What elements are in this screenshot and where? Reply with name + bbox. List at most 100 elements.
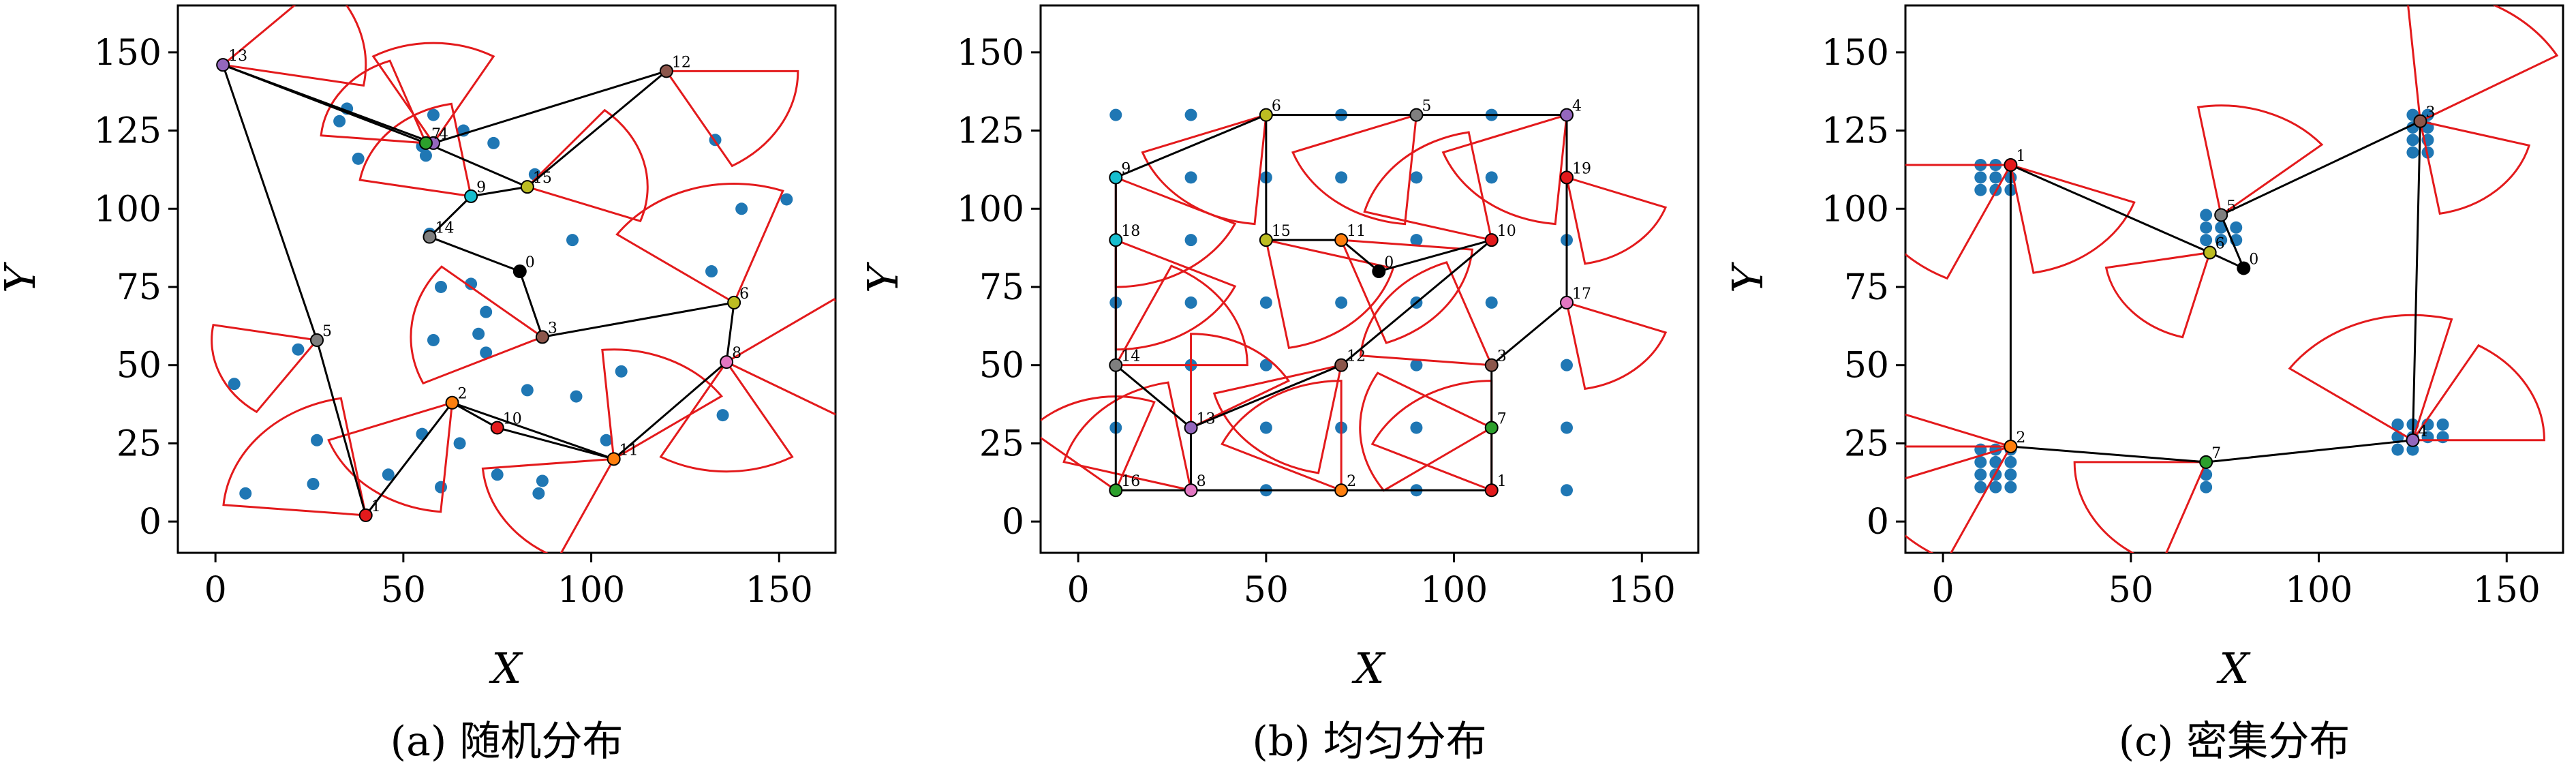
sensor-point [2004, 455, 2017, 468]
sensor-point [1109, 108, 1122, 121]
waypoint-node [1560, 108, 1574, 122]
sensor-point [1184, 108, 1197, 121]
y-tick-label: 150 [1822, 33, 1889, 74]
sensor-point [2004, 468, 2017, 481]
sensor-point [1410, 171, 1423, 184]
base-station-node [1372, 264, 1386, 279]
sensor-point [292, 343, 305, 356]
plot-area [1041, 108, 1668, 498]
base-station-node [2237, 261, 2251, 275]
plot-area [1905, 5, 2559, 553]
waypoint-node [358, 508, 373, 522]
sensor-point [1989, 171, 2002, 184]
coverage-sector [1221, 380, 1343, 492]
sensor-point [1259, 359, 1272, 372]
waypoint-node [2004, 158, 2018, 172]
sensor-point [2391, 443, 2404, 456]
sensor-point [1410, 421, 1423, 434]
waypoint-label: 10 [503, 410, 522, 427]
plot-frame [1039, 4, 1700, 554]
waypoint-label: 19 [1572, 160, 1591, 177]
y-tick-label: 50 [979, 346, 1024, 386]
y-tick-label: 25 [117, 423, 162, 464]
coverage-sector [327, 401, 454, 513]
sensor-point [1184, 171, 1197, 184]
waypoint-label: 1 [2016, 148, 2025, 165]
waypoint-node [659, 64, 673, 78]
panel-caption: (c) 密集分布 [2119, 718, 2350, 766]
coverage-sector [2410, 344, 2545, 442]
sensor-point [780, 193, 793, 206]
y-axis-label: Y [1723, 262, 1773, 293]
coverage-sector [220, 5, 367, 87]
x-axis-label: X [489, 643, 523, 693]
x-tick-label: 50 [1244, 570, 1289, 611]
coverage-sector [1565, 301, 1668, 391]
plot-area [211, 5, 835, 553]
waypoint-node [1109, 233, 1123, 247]
coverage-sector [1370, 380, 1493, 492]
x-tick-label: 50 [381, 570, 426, 611]
coverage-sector [410, 265, 545, 385]
sensor-point [1989, 481, 2002, 494]
waypoint-label: 12 [1347, 348, 1366, 365]
waypoint-node [1560, 295, 1574, 309]
sensor-point [716, 409, 729, 422]
waypoint-node [1109, 358, 1123, 372]
waypoint-node [720, 355, 734, 369]
sensor-point [1974, 183, 1987, 196]
sensor-point [307, 478, 320, 491]
coverage-sector [1141, 113, 1268, 226]
waypoint-label: 1 [371, 498, 381, 515]
y-tick-label: 0 [1002, 502, 1024, 543]
sensor-point [1335, 171, 1348, 184]
waypoint-label: 7 [431, 126, 441, 143]
sensor-point [435, 280, 447, 293]
sensor-point [1410, 234, 1423, 247]
coverage-sector [320, 59, 428, 145]
waypoint-label: 2 [2016, 429, 2025, 446]
coverage-sector [2419, 119, 2531, 215]
sensor-point [2230, 221, 2243, 234]
sensor-point [615, 365, 628, 378]
sensor-point [352, 152, 365, 165]
waypoint-label: 18 [1121, 223, 1140, 240]
coverage-sector [1359, 372, 1494, 492]
sensor-point [2391, 418, 2404, 431]
waypoint-node [520, 180, 534, 194]
waypoint-node [1109, 483, 1123, 498]
y-tick-label: 0 [139, 502, 162, 543]
sensor-point [228, 378, 241, 391]
coverage-sector [724, 298, 835, 416]
sensor-point [2436, 418, 2449, 431]
sensor-point [382, 468, 395, 481]
waypoint-node [2413, 114, 2427, 128]
waypoint-label: 4 [1572, 98, 1582, 115]
sensor-point [427, 333, 440, 346]
x-tick-label: 0 [204, 570, 227, 611]
x-tick-label: 100 [557, 570, 625, 611]
sensor-point [435, 481, 447, 494]
coverage-sector [1114, 238, 1237, 351]
waypoint-label: 3 [1497, 348, 1507, 365]
uav-path-segment [222, 63, 667, 188]
waypoint-label: 8 [1197, 473, 1206, 490]
coverage-sector [481, 457, 616, 553]
sensor-point [1974, 455, 1987, 468]
waypoint-label: 11 [1347, 223, 1366, 240]
waypoint-node [1484, 358, 1499, 372]
waypoint-node [418, 136, 433, 150]
coverage-sector [1441, 113, 1568, 226]
y-tick-label: 125 [94, 111, 162, 152]
base-station-node [512, 264, 527, 279]
sensor-point [536, 474, 549, 487]
panel-caption: (a) 随机分布 [390, 718, 624, 766]
waypoint-label: 17 [1572, 286, 1591, 303]
sensor-point [2200, 221, 2213, 234]
waypoint-node [1334, 483, 1349, 498]
waypoint-node [1484, 421, 1499, 435]
y-axis-label: Y [858, 262, 908, 293]
sensor-point [427, 108, 440, 121]
